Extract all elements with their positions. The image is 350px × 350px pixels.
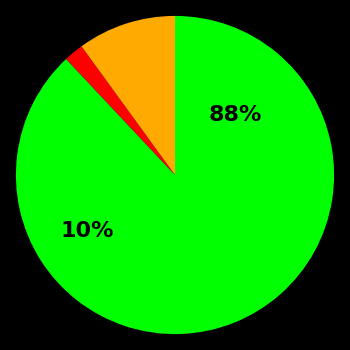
Text: 88%: 88% <box>209 105 262 125</box>
Wedge shape <box>82 16 175 175</box>
Text: 10%: 10% <box>61 221 114 241</box>
Wedge shape <box>16 16 334 334</box>
Wedge shape <box>66 46 175 175</box>
